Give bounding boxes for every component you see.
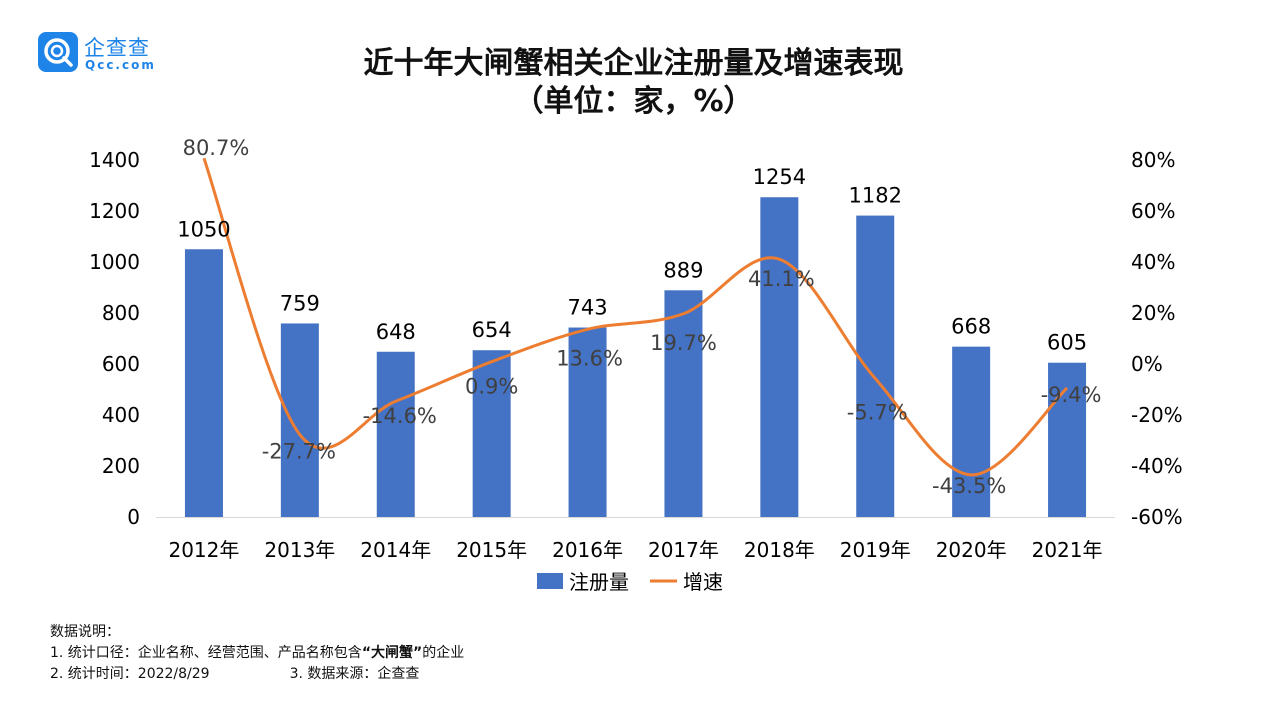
- bar-value-label: 889: [663, 258, 703, 282]
- bar: [952, 346, 991, 517]
- x-tick-label: 2018年: [744, 538, 815, 562]
- growth-value-label: -43.5%: [932, 474, 1006, 498]
- growth-value-label: -14.6%: [363, 404, 437, 428]
- bar: [280, 323, 319, 517]
- bar: [376, 351, 415, 517]
- bar-value-label: 648: [376, 320, 416, 344]
- legend-bar-label: 注册量: [569, 570, 629, 594]
- bar-value-label: 759: [280, 291, 320, 315]
- data-notes: 数据说明： 1. 统计口径：企业名称、经营范围、产品名称包含“大闸蟹”的企业 2…: [50, 622, 464, 685]
- x-tick-label: 2021年: [1032, 538, 1103, 562]
- y-right-tick-label: 80%: [1131, 148, 1175, 172]
- notes-scope-keyword: “大闸蟹”: [361, 645, 423, 661]
- x-tick-label: 2012年: [168, 538, 239, 562]
- growth-line: [202, 157, 1069, 477]
- y-left-tick-label: 1200: [89, 199, 140, 223]
- bar: [760, 197, 799, 518]
- notes-line-2: 2. 统计时间：2022/8/29 3. 数据来源：企查查: [50, 664, 464, 685]
- bar-value-label: 654: [472, 318, 512, 342]
- x-tick-label: 2020年: [936, 538, 1007, 562]
- y-left-tick-label: 600: [102, 352, 140, 376]
- y-left-tick-label: 800: [102, 301, 140, 325]
- growth-value-label: 80.7%: [183, 136, 250, 160]
- x-tick-label: 2013年: [264, 538, 335, 562]
- x-tick-label: 2015年: [456, 538, 527, 562]
- y-left-tick-label: 0: [127, 505, 140, 529]
- qcc-logo: 企查查 Qcc.com: [38, 32, 178, 76]
- y-right-tick-label: -20%: [1131, 403, 1183, 427]
- notes-heading: 数据说明：: [50, 624, 120, 640]
- qcc-logo-icon: [38, 32, 78, 72]
- bar: [856, 215, 895, 517]
- y-left-tick-label: 1000: [89, 250, 140, 274]
- logo-name-en: Qcc.com: [85, 58, 156, 72]
- y-left-tick-label: 1400: [89, 148, 140, 172]
- legend-line-label: 增速: [683, 570, 723, 594]
- bar-value-label: 743: [568, 296, 608, 320]
- bar-value-label: 605: [1047, 331, 1087, 355]
- growth-value-label: 13.6%: [556, 346, 623, 370]
- growth-value-label: -5.7%: [847, 401, 908, 425]
- y-right-tick-label: 60%: [1131, 199, 1175, 223]
- y-right-tick-label: 40%: [1131, 250, 1175, 274]
- x-tick-label: 2019年: [840, 538, 911, 562]
- y-left-tick-label: 200: [102, 454, 140, 478]
- y-right-tick-label: 20%: [1131, 301, 1175, 325]
- y-right-tick-label: 0%: [1131, 352, 1163, 376]
- bar: [664, 290, 703, 517]
- bar-value-label: 1050: [177, 217, 230, 241]
- notes-scope-suffix: 的企业: [422, 645, 465, 661]
- notes-scope-prefix: 1. 统计口径：企业名称、经营范围、产品名称包含: [50, 645, 362, 661]
- chart-title: 近十年大闸蟹相关企业注册量及增速表现: [363, 46, 904, 81]
- growth-value-label: 19.7%: [650, 331, 717, 355]
- logo-name-cn: 企查查: [84, 36, 150, 60]
- growth-value-label: -27.7%: [262, 440, 336, 464]
- y-left-tick-label: 400: [102, 403, 140, 427]
- x-tick-label: 2014年: [360, 538, 431, 562]
- growth-value-label: 0.9%: [465, 375, 518, 399]
- notes-line-1: 1. 统计口径：企业名称、经营范围、产品名称包含“大闸蟹”的企业: [50, 643, 464, 664]
- y-right-tick-label: -60%: [1131, 505, 1183, 529]
- legend-bar-swatch: [537, 573, 563, 589]
- bar: [184, 249, 223, 517]
- bar: [472, 350, 511, 517]
- x-tick-label: 2017年: [648, 538, 719, 562]
- bar-value-label: 1182: [849, 184, 902, 208]
- bar-value-label: 1254: [753, 165, 806, 189]
- y-right-tick-label: -40%: [1131, 454, 1183, 478]
- bar: [568, 327, 607, 517]
- bar-value-label: 668: [951, 315, 991, 339]
- chart-subtitle: （单位：家，%）: [513, 84, 754, 119]
- growth-value-label: -9.4%: [1041, 383, 1102, 407]
- notes-time: 2. 统计时间：2022/8/29: [50, 666, 210, 682]
- x-tick-label: 2016年: [552, 538, 623, 562]
- notes-source: 3. 数据来源：企查查: [289, 666, 420, 682]
- growth-value-label: 41.1%: [748, 267, 815, 291]
